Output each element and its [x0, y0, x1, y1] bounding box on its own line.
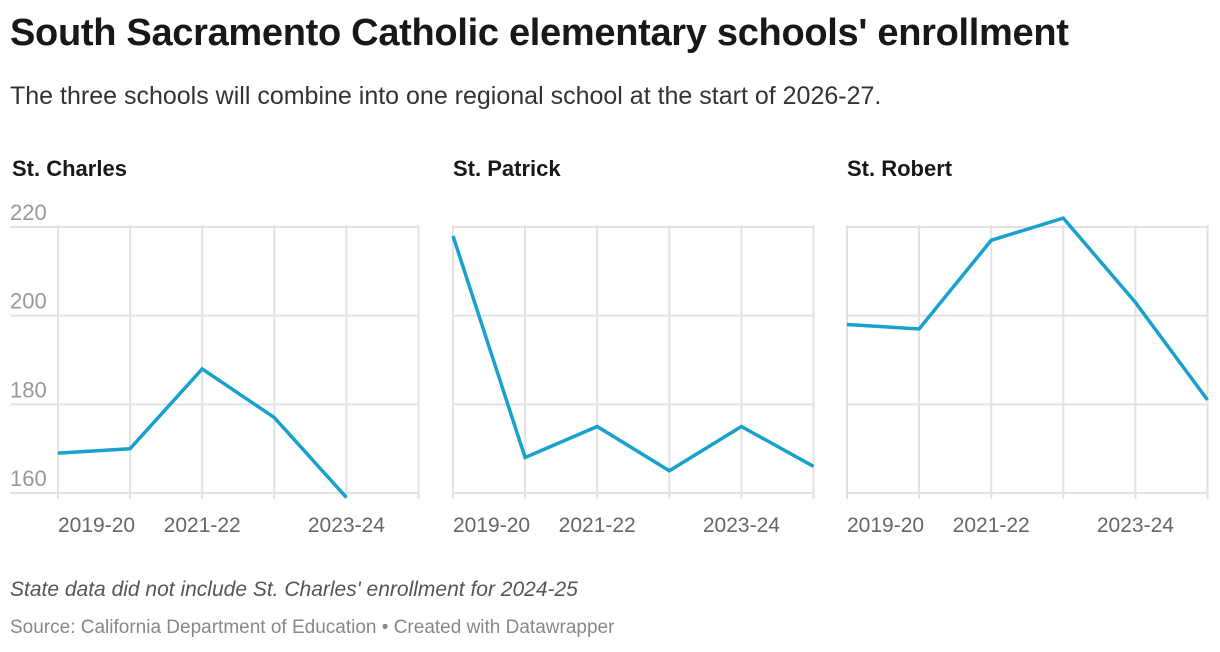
chart-title: South Sacramento Catholic elementary sch… [10, 12, 1069, 54]
x-axis-label: 2019-20 [453, 514, 530, 537]
chart-note: State data did not include St. Charles' … [10, 578, 578, 601]
x-axis-label: 2021-22 [953, 514, 1030, 537]
panel-st-charles: 160 180 200 220 2019-20 2021-22 2023-24 [10, 200, 420, 537]
panel-st-patrick: 2019-20 2021-22 2023-24 [451, 225, 815, 537]
x-axis-label: 2021-22 [164, 514, 241, 537]
y-axis-label: 200 [10, 289, 47, 314]
enrollment-line [57, 366, 348, 499]
x-axis-label: 2023-24 [308, 514, 385, 537]
datawrapper-credit-link[interactable]: Created with Datawrapper [393, 617, 615, 638]
chart-subtitle: The three schools will combine into one … [10, 82, 882, 110]
enrollment-line [451, 235, 815, 473]
panel-title-st-robert: St. Robert [847, 156, 953, 181]
y-axis-label: 160 [10, 466, 47, 491]
chart-source: Source: California Department of Educati… [10, 617, 614, 639]
y-axis-label: 220 [10, 200, 47, 225]
x-axis-label: 2021-22 [559, 514, 636, 537]
source-separator: • [381, 617, 389, 638]
x-axis-label: 2019-20 [847, 514, 924, 537]
y-axis-label: 180 [10, 377, 47, 402]
panel-st-robert: 2019-20 2021-22 2023-24 [846, 216, 1209, 537]
x-axis-label: 2023-24 [1097, 514, 1174, 537]
enrollment-line [846, 216, 1209, 401]
source-label: Source: California Department of Educati… [10, 617, 377, 638]
panel-title-st-charles: St. Charles [12, 156, 127, 181]
panel-title-st-patrick: St. Patrick [453, 156, 561, 181]
x-axis-label: 2023-24 [703, 514, 780, 537]
x-axis-label: 2019-20 [58, 514, 135, 537]
